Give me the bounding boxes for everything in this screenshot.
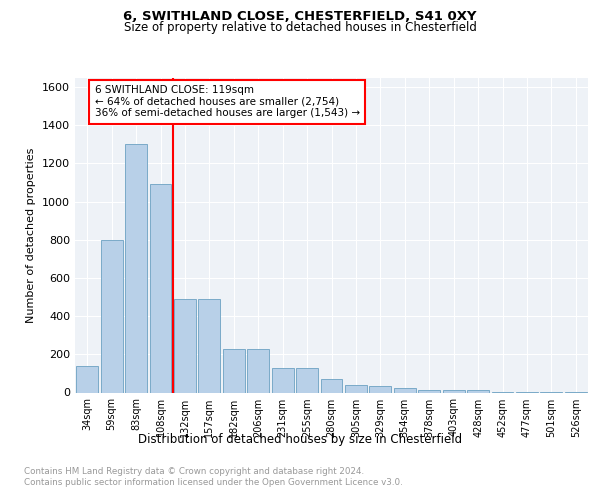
- Bar: [174, 299, 196, 392]
- Bar: [394, 388, 416, 392]
- Bar: [443, 390, 464, 392]
- Text: Distribution of detached houses by size in Chesterfield: Distribution of detached houses by size …: [138, 432, 462, 446]
- Bar: [199, 299, 220, 392]
- Bar: [149, 184, 172, 392]
- Bar: [223, 348, 245, 393]
- Bar: [467, 390, 489, 392]
- Bar: [101, 240, 122, 392]
- Bar: [76, 366, 98, 392]
- Bar: [345, 385, 367, 392]
- Y-axis label: Number of detached properties: Number of detached properties: [26, 148, 37, 322]
- Bar: [418, 390, 440, 392]
- Text: 6 SWITHLAND CLOSE: 119sqm
← 64% of detached houses are smaller (2,754)
36% of se: 6 SWITHLAND CLOSE: 119sqm ← 64% of detac…: [95, 85, 359, 118]
- Text: Size of property relative to detached houses in Chesterfield: Size of property relative to detached ho…: [124, 22, 476, 35]
- Text: 6, SWITHLAND CLOSE, CHESTERFIELD, S41 0XY: 6, SWITHLAND CLOSE, CHESTERFIELD, S41 0X…: [123, 10, 477, 23]
- Bar: [370, 386, 391, 392]
- Bar: [247, 348, 269, 393]
- Bar: [272, 368, 293, 392]
- Bar: [320, 379, 343, 392]
- Text: Contains HM Land Registry data © Crown copyright and database right 2024.
Contai: Contains HM Land Registry data © Crown c…: [24, 468, 403, 487]
- Bar: [125, 144, 147, 392]
- Bar: [296, 368, 318, 392]
